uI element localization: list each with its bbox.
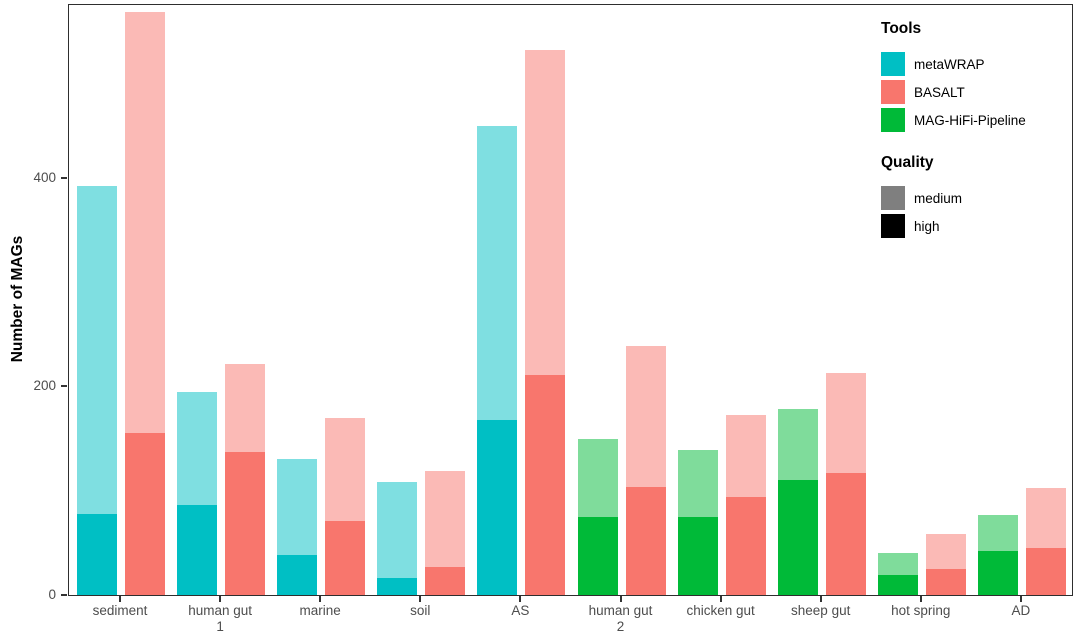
legend: Tools metaWRAP BASALT MAG-HiFi-Pipeline … — [881, 20, 1026, 242]
bar-hot-spring-MAG-HiFi-Pipeline — [877, 553, 918, 595]
bar-sediment-metaWRAP — [77, 186, 117, 595]
x-axis-category-label: human gut 1 — [188, 603, 252, 634]
basalt-color-swatch — [881, 80, 905, 104]
bar-segment-high-hot-spring-MAG-HiFi-Pipeline — [877, 575, 918, 595]
legend-item-label: metaWRAP — [914, 56, 985, 72]
bar-segment-high-sediment-BASALT — [125, 433, 165, 595]
bar-human-gut-1-BASALT — [225, 363, 266, 595]
legend-tools-title: Tools — [881, 20, 922, 37]
bar-segment-high-hot-spring-BASALT — [925, 568, 966, 595]
bar-segment-high-soil-metaWRAP — [377, 578, 418, 595]
x-axis-category-label: chicken gut — [686, 603, 755, 618]
bar-sheep-gut-BASALT — [825, 372, 866, 595]
x-tick-mark — [419, 596, 422, 602]
bar-segment-high-human-gut-1-BASALT — [225, 452, 266, 595]
x-tick-mark — [819, 596, 822, 602]
legend-item-basalt: BASALT — [881, 80, 1026, 104]
legend-item-mag-hifi-pipeline: MAG-HiFi-Pipeline — [881, 108, 1026, 132]
bar-human-gut-1-metaWRAP — [177, 391, 218, 595]
legend-item-high: high — [881, 214, 1026, 238]
x-axis-category-label: sediment — [92, 603, 148, 618]
bar-AS-metaWRAP — [477, 125, 518, 595]
bar-sheep-gut-MAG-HiFi-Pipeline — [777, 409, 818, 595]
x-axis-category-label: AS — [511, 603, 530, 618]
x-tick-mark — [619, 596, 622, 602]
y-axis-tick-label: 400 — [33, 169, 56, 185]
bar-segment-high-human-gut-1-metaWRAP — [177, 505, 218, 595]
legend-item-label: high — [914, 218, 940, 234]
bar-segment-high-human-gut-2-MAG-HiFi-Pipeline — [577, 516, 618, 595]
x-tick-mark — [1019, 596, 1022, 602]
bar-segment-high-human-gut-2-BASALT — [625, 486, 666, 595]
bar-segment-high-sediment-metaWRAP — [77, 513, 117, 595]
bar-hot-spring-BASALT — [925, 533, 966, 595]
bar-sediment-BASALT — [125, 12, 165, 595]
metawrap-color-swatch — [881, 52, 905, 76]
y-axis-title: Number of MAGs — [9, 235, 26, 363]
bar-marine-metaWRAP — [277, 459, 318, 595]
x-tick-mark — [219, 596, 222, 602]
bar-human-gut-2-BASALT — [625, 345, 666, 595]
bar-chicken-gut-BASALT — [725, 414, 766, 595]
legend-quality-title: Quality — [881, 154, 934, 171]
x-axis-category-label: human gut 2 — [588, 603, 653, 634]
bar-AD-BASALT — [1025, 487, 1066, 595]
bar-segment-high-sheep-gut-MAG-HiFi-Pipeline — [777, 480, 818, 595]
high-quality-swatch — [881, 214, 905, 238]
legend-item-label: MAG-HiFi-Pipeline — [914, 112, 1026, 128]
bar-segment-high-sheep-gut-BASALT — [825, 473, 866, 595]
bar-segment-high-soil-BASALT — [425, 566, 466, 595]
bar-AD-MAG-HiFi-Pipeline — [977, 514, 1018, 595]
legend-gap — [881, 136, 1026, 154]
bar-chicken-gut-MAG-HiFi-Pipeline — [677, 450, 718, 595]
x-tick-mark — [719, 596, 722, 602]
bar-segment-high-chicken-gut-BASALT — [725, 497, 766, 595]
legend-item-metawrap: metaWRAP — [881, 52, 1026, 76]
legend-item-label: medium — [914, 190, 963, 206]
plot-panel — [68, 4, 1073, 596]
legend-item-label: BASALT — [914, 84, 965, 100]
x-tick-mark — [519, 596, 522, 602]
x-tick-mark — [919, 596, 922, 602]
legend-item-medium: medium — [881, 186, 1026, 210]
medium-quality-swatch — [881, 186, 905, 210]
y-tick-mark — [61, 176, 67, 179]
y-tick-mark — [61, 385, 67, 387]
x-axis-category-label: hot spring — [891, 603, 951, 618]
x-tick-mark — [319, 596, 322, 602]
x-axis-category-label: marine — [299, 603, 341, 618]
x-axis-category-label: soil — [410, 603, 431, 618]
x-axis-category-label: AD — [1011, 603, 1031, 618]
bar-segment-high-AS-metaWRAP — [477, 419, 518, 595]
x-axis-category-label: sheep gut — [791, 603, 851, 618]
bar-marine-BASALT — [325, 417, 366, 595]
y-axis-tick-label: 0 — [48, 586, 56, 602]
x-tick-mark — [119, 596, 121, 602]
bar-segment-high-AD-MAG-HiFi-Pipeline — [977, 551, 1018, 595]
y-axis-tick-label: 200 — [33, 378, 56, 393]
bar-soil-BASALT — [425, 470, 466, 595]
bar-soil-metaWRAP — [377, 482, 418, 595]
y-tick-mark — [61, 593, 67, 596]
bar-segment-high-marine-metaWRAP — [277, 555, 318, 595]
bar-segment-high-chicken-gut-MAG-HiFi-Pipeline — [677, 516, 718, 595]
bar-human-gut-2-MAG-HiFi-Pipeline — [577, 438, 618, 595]
bar-segment-high-AS-BASALT — [525, 375, 566, 595]
mag-hifi-pipeline-color-swatch — [881, 108, 905, 132]
bar-segment-high-marine-BASALT — [325, 520, 366, 595]
bar-segment-high-AD-BASALT — [1025, 548, 1066, 595]
bar-AS-BASALT — [525, 49, 566, 595]
